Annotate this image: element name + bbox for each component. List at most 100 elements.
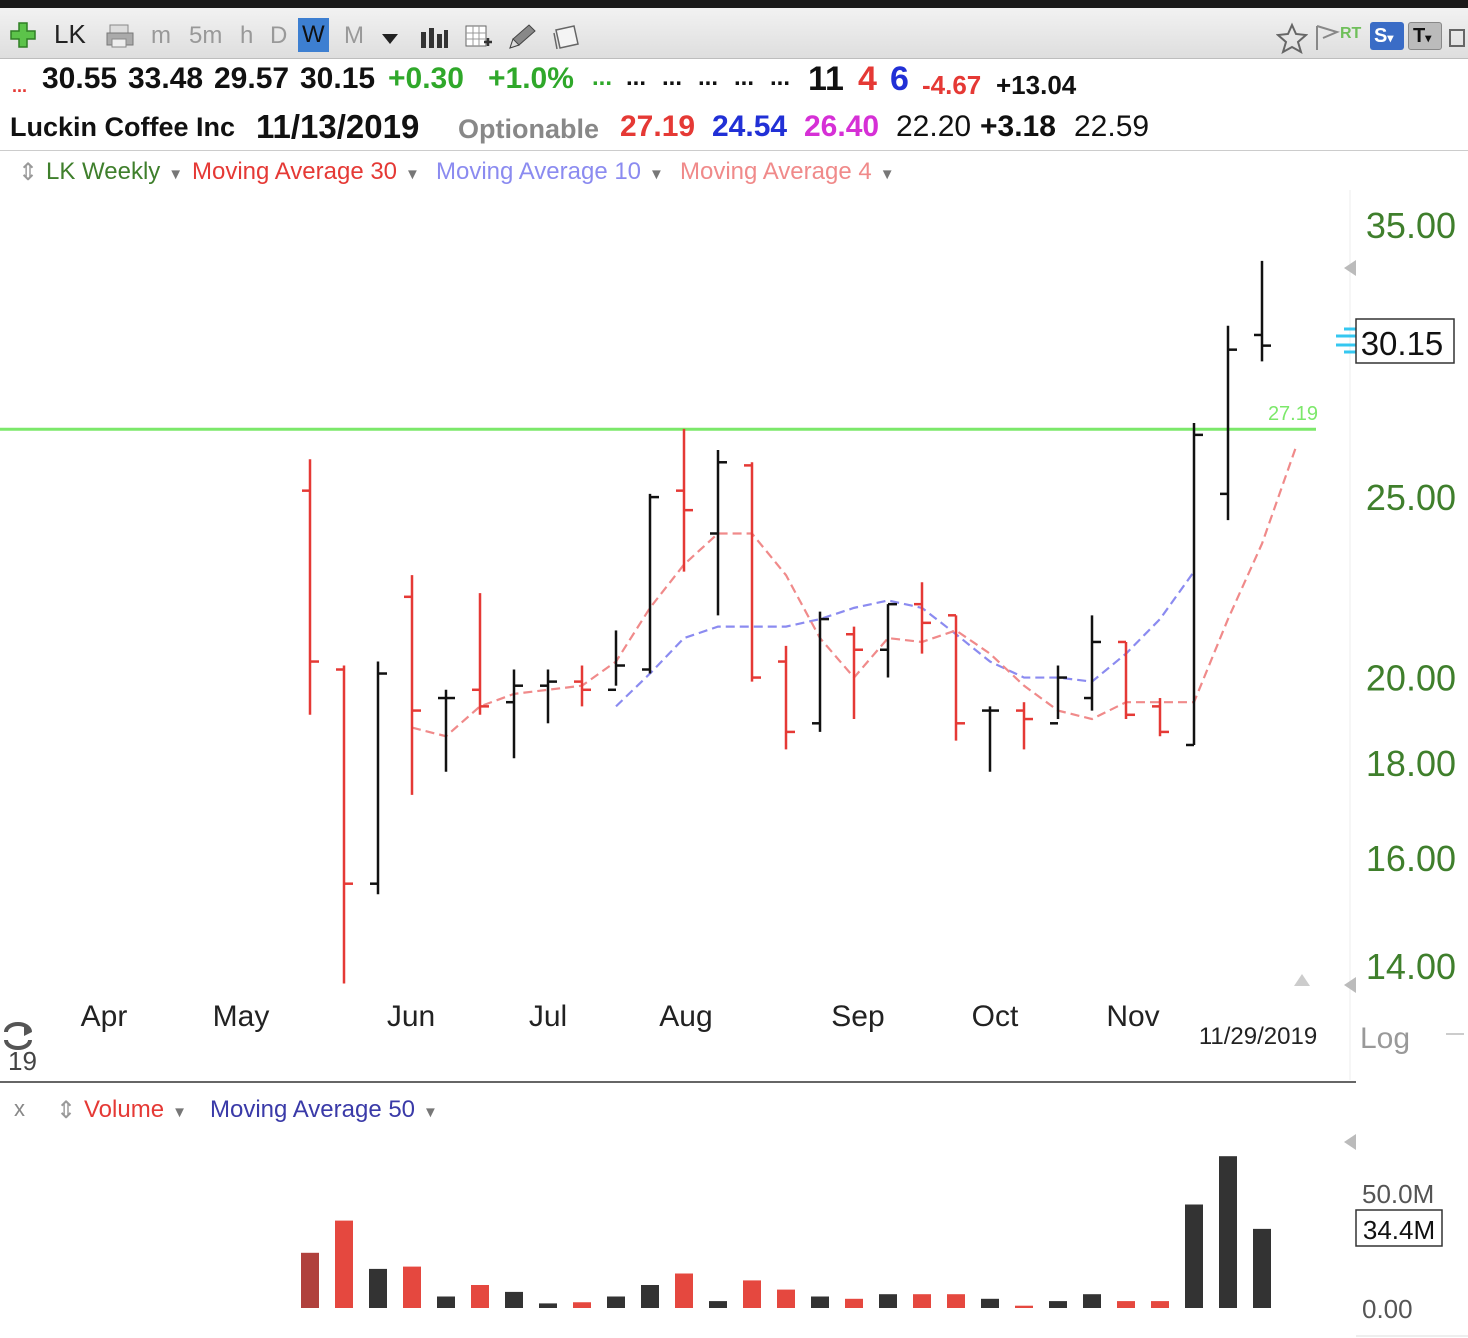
scroll-left-arrow-icon[interactable] — [1344, 260, 1356, 276]
ohlc-bar[interactable] — [540, 669, 557, 724]
ohlc-bar[interactable] — [812, 611, 829, 732]
green-plus-icon[interactable] — [8, 20, 38, 50]
volume-bar[interactable] — [607, 1296, 625, 1309]
interval-month[interactable]: M — [344, 22, 364, 49]
ohlc-bar[interactable] — [608, 630, 625, 692]
volume-bar[interactable] — [403, 1266, 421, 1308]
notes-icon[interactable] — [550, 22, 584, 54]
volume-bar[interactable] — [1049, 1301, 1067, 1308]
ohlc-bar[interactable] — [1152, 698, 1169, 737]
ohlc-bar[interactable] — [1050, 665, 1067, 725]
ohlc-bar[interactable] — [710, 449, 727, 616]
ohlc-bar[interactable] — [574, 665, 591, 707]
volume-bar[interactable] — [879, 1294, 897, 1308]
volume-bar[interactable] — [709, 1301, 727, 1308]
ohlc-bar[interactable] — [982, 706, 999, 772]
interval-day[interactable]: D — [270, 22, 288, 49]
volume-chart[interactable]: 0.00 50.0M 34.4M — [0, 1128, 1468, 1338]
legend-ma10[interactable]: Moving Average 10 ▼ — [436, 158, 664, 186]
flag-icon[interactable] — [1312, 22, 1340, 54]
volume-bar[interactable] — [505, 1291, 523, 1308]
volume-bar[interactable] — [777, 1289, 795, 1308]
bar-chart-icon[interactable] — [418, 22, 450, 52]
dropdown-arrow-icon[interactable] — [380, 32, 400, 46]
pencil-icon[interactable] — [504, 22, 538, 54]
legend-volume-ma50[interactable]: Moving Average 50 ▼ — [210, 1096, 438, 1124]
volume-bar[interactable] — [811, 1296, 829, 1309]
price-chart[interactable]: 14.00 16.00 18.00 20.00 25.00 35.00 Apr May Jun… — [0, 190, 1468, 1080]
ohlc-bar[interactable] — [1220, 325, 1237, 521]
ohlc-bar[interactable] — [472, 593, 489, 715]
legend-ma4[interactable]: Moving Average 4 ▼ — [680, 158, 895, 186]
ohlc-bar[interactable] — [642, 493, 659, 674]
volume-bar[interactable] — [913, 1294, 931, 1308]
volume-bar[interactable] — [675, 1273, 693, 1309]
ohlc-bar[interactable] — [744, 462, 761, 682]
price-x-axis: Apr May Jun Jul Aug Sep Oct Nov — [81, 1000, 1160, 1033]
interval-hour[interactable]: h — [240, 22, 254, 49]
volume-bar[interactable] — [845, 1298, 863, 1308]
panel-divider[interactable] — [0, 1081, 1356, 1083]
volume-bar[interactable] — [743, 1280, 761, 1308]
legend-ma30[interactable]: Moving Average 30 ▼ — [192, 158, 420, 186]
volume-bar[interactable] — [1015, 1305, 1033, 1308]
volume-bar[interactable] — [437, 1296, 455, 1309]
volume-bar[interactable] — [641, 1285, 659, 1308]
volume-bar[interactable] — [335, 1220, 353, 1308]
ohlc-bar[interactable] — [302, 459, 319, 715]
volume-bar[interactable] — [539, 1303, 557, 1308]
ohlc-bar[interactable] — [1254, 260, 1271, 362]
volume-bar[interactable] — [301, 1252, 319, 1308]
volume-bar[interactable] — [1185, 1204, 1203, 1309]
volume-bar[interactable] — [1253, 1228, 1271, 1308]
star-icon[interactable] — [1276, 22, 1308, 54]
ohlc-bar[interactable] — [438, 689, 455, 772]
volume-bar[interactable] — [947, 1294, 965, 1308]
volume-bar[interactable] — [1083, 1294, 1101, 1308]
ohlc-bar[interactable] — [506, 669, 523, 759]
window-expand-icon[interactable] — [1448, 28, 1466, 48]
scroll-up-arrow-icon[interactable] — [1294, 974, 1310, 986]
interval-1min[interactable]: m — [151, 22, 171, 49]
ohlc-bar[interactable] — [1186, 422, 1203, 747]
scroll-left-arrow-icon[interactable] — [1344, 977, 1356, 993]
volume-bar[interactable] — [1151, 1301, 1169, 1308]
trade-button[interactable]: T▾ — [1408, 22, 1442, 50]
ma10-line[interactable] — [615, 570, 1195, 708]
quote-menu-ellipsis[interactable]: ... — [12, 76, 28, 96]
scroll-left-arrow-icon[interactable] — [1344, 1134, 1356, 1150]
ohlc-bar[interactable] — [778, 645, 795, 750]
ohlc-bar[interactable] — [1016, 702, 1033, 750]
legend-main[interactable]: LK Weekly ▼ — [46, 158, 183, 186]
ohlc-bar[interactable] — [1118, 640, 1135, 720]
ohlc-bar[interactable] — [846, 626, 863, 720]
volume-bar[interactable] — [981, 1298, 999, 1308]
legend-volume[interactable]: Volume ▼ — [84, 1096, 187, 1124]
ohlc-bar[interactable] — [404, 575, 421, 795]
drag-handle-icon[interactable]: ⇕ — [18, 159, 39, 186]
ohlc-bar[interactable] — [880, 602, 897, 678]
printer-icon[interactable] — [104, 22, 136, 50]
drag-handle-icon[interactable]: ⇕ — [56, 1097, 77, 1124]
volume-bar[interactable] — [369, 1268, 387, 1308]
ohlc-bar[interactable] — [948, 614, 965, 741]
volume-bar[interactable] — [573, 1302, 591, 1308]
volume-bar[interactable] — [471, 1285, 489, 1308]
realtime-button[interactable]: RT — [1340, 25, 1362, 42]
scan-label: S — [1374, 25, 1388, 47]
volume-bar[interactable] — [1117, 1301, 1135, 1308]
close-panel-button[interactable]: x — [14, 1096, 25, 1121]
ohlc-bar[interactable] — [1084, 615, 1101, 711]
scale-type-label[interactable]: Log — [1360, 1022, 1410, 1055]
ohlc-bar[interactable] — [676, 428, 693, 572]
refresh-icon[interactable] — [4, 1022, 32, 1050]
interval-week[interactable]: W — [298, 18, 329, 52]
symbol-field[interactable]: LK — [54, 19, 86, 49]
scan-button[interactable]: S▾ — [1370, 22, 1404, 50]
ohlc-bar[interactable] — [370, 661, 387, 895]
interval-5min[interactable]: 5m — [189, 22, 223, 49]
volume-bar[interactable] — [1219, 1156, 1237, 1308]
ohlc-bar[interactable] — [336, 665, 353, 984]
indicator-grid-icon[interactable] — [462, 22, 494, 54]
ohlc-bar[interactable] — [914, 582, 931, 654]
